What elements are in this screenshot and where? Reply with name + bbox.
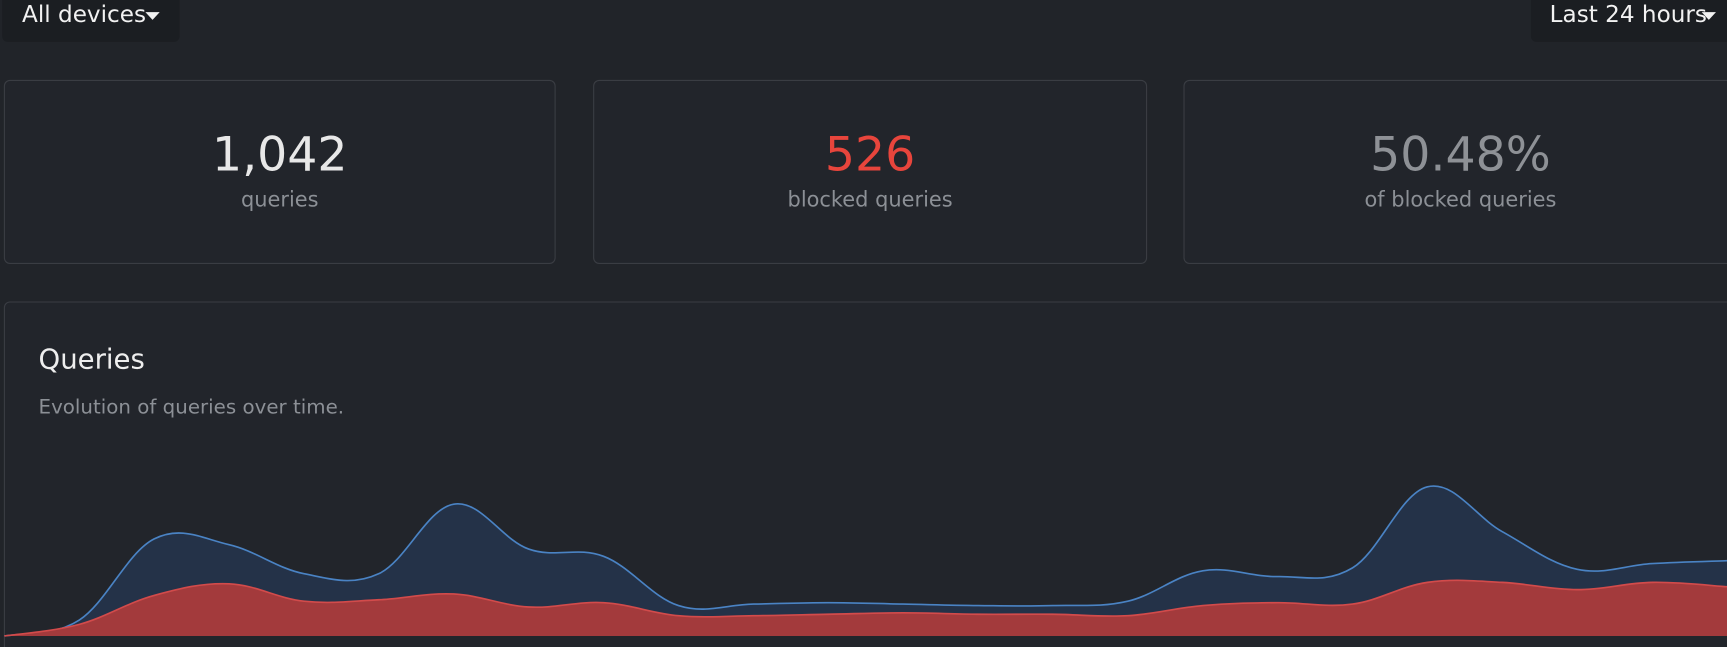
stat-label: of blocked queries (1364, 188, 1556, 212)
dropdown-button[interactable] (1530, 0, 1727, 42)
period-dropdown[interactable]: Last 24 hours (1530, 0, 1727, 42)
device-dropdown[interactable]: All devices (2, 0, 180, 42)
stat-card: 1,042 queries (3, 79, 556, 264)
chart-subtitle: Evolution of queries over time. (39, 395, 345, 418)
card (3, 79, 556, 264)
plot (4, 485, 1727, 637)
card (593, 79, 1148, 264)
stat-card: 526 blocked queries (593, 79, 1148, 264)
stat-value: 526 (825, 128, 915, 183)
stat-label: queries (241, 188, 319, 212)
line (4, 485, 1727, 637)
caret (1701, 12, 1716, 20)
caret (145, 12, 160, 20)
card (1183, 79, 1727, 264)
dropdown-label[interactable]: All devices (22, 2, 146, 28)
stat-card: 50.48% of blocked queries (1183, 79, 1727, 264)
stat-value: 50.48% (1370, 128, 1551, 183)
stat-value: 1,042 (212, 128, 348, 183)
dropdown-button[interactable] (2, 0, 180, 42)
line (4, 579, 1727, 637)
chart-title: Queries (39, 343, 145, 375)
dropdown-label[interactable]: Last 24 hours (1550, 2, 1707, 28)
stat-label: blocked queries (788, 188, 953, 212)
